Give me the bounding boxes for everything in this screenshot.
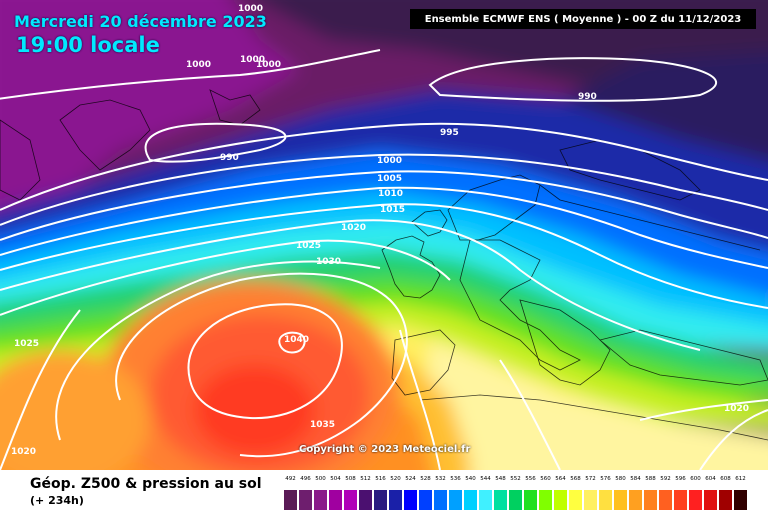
legend-color-swatch [284, 490, 297, 510]
isobar-label: 995 [440, 128, 459, 138]
legend-tick-label: 596 [675, 476, 686, 482]
legend-tick-label: 612 [735, 476, 746, 482]
legend-tick-label: 520 [390, 476, 401, 482]
legend-color-swatch [509, 490, 522, 510]
legend-tick-label: 508 [345, 476, 356, 482]
isobar-label: 1000 [377, 156, 403, 166]
isobar-label: 1000 [186, 60, 212, 70]
parameter-label: Géop. Z500 & pression au sol [30, 476, 262, 492]
legend-tick-label: 592 [660, 476, 671, 482]
legend-color-swatch [464, 490, 477, 510]
legend-color-swatch [644, 490, 657, 510]
isobars [0, 49, 768, 470]
lead-time-label: (+ 234h) [30, 494, 84, 507]
isobar-label: 1020 [11, 447, 37, 457]
legend-tick-label: 524 [405, 476, 416, 482]
legend-tick-label: 552 [510, 476, 521, 482]
legend-tick-label: 600 [690, 476, 701, 482]
legend-color-swatch [554, 490, 567, 510]
legend-tick-label: 540 [465, 476, 476, 482]
legend-tick-label: 544 [480, 476, 491, 482]
legend-color-swatch [404, 490, 417, 510]
legend-tick-label: 560 [540, 476, 551, 482]
legend-tick-label: 564 [555, 476, 566, 482]
isobar-label: 1035 [310, 420, 336, 430]
forecast-map [0, 0, 768, 470]
forecast-local-time: 19:00 locale [16, 33, 160, 57]
legend-color-swatch [359, 490, 372, 510]
isobar-label: 1030 [316, 257, 342, 267]
isobar-label: 1005 [377, 174, 403, 184]
legend-tick-label: 588 [645, 476, 656, 482]
legend-tick-label: 584 [630, 476, 641, 482]
legend-tick-label: 608 [720, 476, 731, 482]
copyright-notice: Copyright © 2023 Meteociel.fr [299, 444, 471, 455]
legend-tick-label: 512 [360, 476, 371, 482]
legend-color-swatch [569, 490, 582, 510]
legend-color-swatch [689, 490, 702, 510]
legend-color-swatch [584, 490, 597, 510]
legend-color-swatch [674, 490, 687, 510]
isobar-label: 1000 [238, 4, 264, 14]
isobar-label: 1010 [378, 189, 404, 199]
legend-color-swatch [389, 490, 402, 510]
isobar-label: 1020 [341, 223, 367, 233]
legend-color-swatch [599, 490, 612, 510]
legend-color-swatch [614, 490, 627, 510]
model-run-banner: Ensemble ECMWF ENS ( Moyenne ) - 00 Z du… [410, 9, 756, 29]
legend-color-swatch [734, 490, 747, 510]
legend-tick-label: 492 [285, 476, 296, 482]
legend-tick-label: 516 [375, 476, 386, 482]
legend-tick-label: 500 [315, 476, 326, 482]
legend-tick-label: 532 [435, 476, 446, 482]
isobar-label: 1025 [296, 241, 322, 251]
legend-color-swatch [494, 490, 507, 510]
legend-tick-label: 536 [450, 476, 461, 482]
legend-tick-label: 556 [525, 476, 536, 482]
legend-tick-label: 568 [570, 476, 581, 482]
color-scale-legend: 492 496 500 504 508 512 516 520 524 528 532 536 540 5… [284, 476, 752, 510]
legend-tick-label: 580 [615, 476, 626, 482]
legend-color-swatch [419, 490, 432, 510]
isobar-label: 1015 [380, 205, 406, 215]
legend-color-swatch [704, 490, 717, 510]
legend-tick-label: 528 [420, 476, 431, 482]
legend-color-swatch [314, 490, 327, 510]
legend-color-swatch [629, 490, 642, 510]
legend-color-swatch [479, 490, 492, 510]
legend-tick-label: 548 [495, 476, 506, 482]
legend-color-swatch [539, 490, 552, 510]
forecast-date: Mercredi 20 décembre 2023 [14, 12, 267, 31]
isobar-label: 1020 [724, 404, 750, 414]
legend-tick-label: 576 [600, 476, 611, 482]
legend-tick-label: 572 [585, 476, 596, 482]
isobar-label: 1000 [240, 55, 266, 65]
legend-tick-label: 504 [330, 476, 341, 482]
legend-color-swatch [299, 490, 312, 510]
geopotential-field [0, 0, 768, 470]
isobar-label: 990 [578, 92, 597, 102]
isobar-label: 1025 [14, 339, 40, 349]
legend-tick-label: 496 [300, 476, 311, 482]
isobar-label: 990 [220, 153, 239, 163]
legend-color-swatch [329, 490, 342, 510]
legend-color-swatch [524, 490, 537, 510]
legend-color-swatch [449, 490, 462, 510]
legend-color-swatch [344, 490, 357, 510]
legend-color-swatch [434, 490, 447, 510]
legend-color-swatch [659, 490, 672, 510]
legend-color-swatch [374, 490, 387, 510]
legend-tick-label: 604 [705, 476, 716, 482]
isobar-label: 1040 [284, 335, 310, 345]
legend-color-swatch [719, 490, 732, 510]
isobar-label: 1000 [256, 60, 282, 70]
